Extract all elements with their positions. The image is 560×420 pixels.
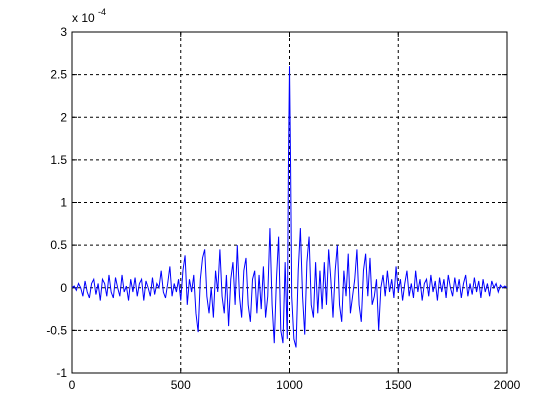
y-tick-label: 0.5 (50, 238, 67, 252)
y-tick-label: 3 (60, 25, 67, 39)
x-tick-label: 0 (69, 378, 76, 392)
y-exponent: -4 (98, 7, 106, 17)
axes-box (71, 31, 508, 374)
y-tick-label: 1 (60, 196, 67, 210)
x-tick-label: 2000 (494, 378, 521, 392)
y-tick-label: 2.5 (50, 68, 67, 82)
y-multiplier: x 10 (72, 11, 95, 25)
y-tick-label: -1 (56, 366, 67, 380)
x-tick-label: 1500 (385, 378, 412, 392)
data-line (71, 66, 508, 348)
y-tick-label: 1.5 (50, 153, 67, 167)
x-tick-label: 500 (171, 378, 191, 392)
y-tick-label: 0 (60, 281, 67, 295)
y-tick-label: 2 (60, 110, 67, 124)
x-tick-label: 1000 (276, 378, 303, 392)
y-tick-label: -0.5 (46, 323, 67, 337)
